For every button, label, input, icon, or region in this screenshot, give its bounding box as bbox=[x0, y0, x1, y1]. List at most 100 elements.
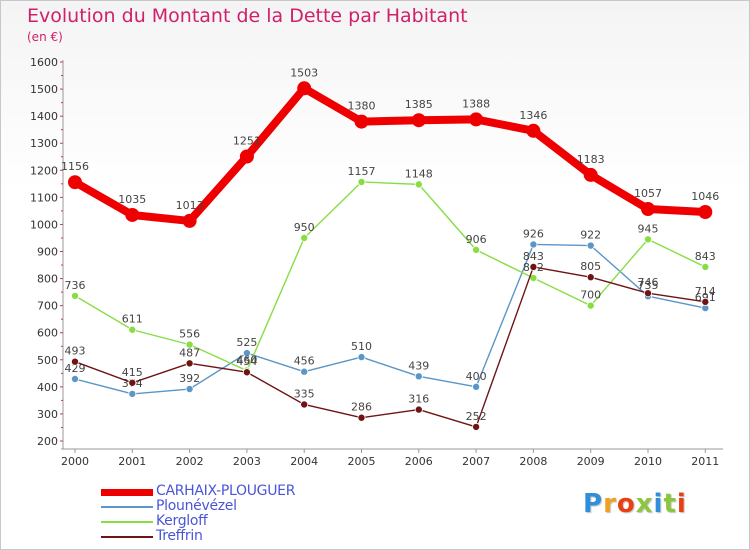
data-point bbox=[414, 180, 423, 189]
data-label: 1380 bbox=[348, 100, 376, 113]
x-tick-label: 2003 bbox=[233, 455, 261, 468]
data-label: 252 bbox=[466, 410, 487, 423]
x-tick-label: 2005 bbox=[348, 455, 376, 468]
data-label: 1013 bbox=[176, 199, 204, 212]
x-tick-label: 2001 bbox=[118, 455, 146, 468]
data-point bbox=[414, 372, 423, 381]
legend-swatch bbox=[101, 536, 153, 538]
y-tick-label: 900 bbox=[37, 246, 58, 259]
x-tick-label: 2008 bbox=[519, 455, 547, 468]
x-tick-label: 2011 bbox=[691, 455, 719, 468]
data-point bbox=[185, 385, 194, 394]
data-label: 400 bbox=[466, 370, 487, 383]
data-label: 493 bbox=[65, 345, 86, 358]
data-label: 1183 bbox=[577, 153, 605, 166]
data-label: 1157 bbox=[348, 165, 376, 178]
legend-label: Plounévézel bbox=[156, 498, 237, 514]
x-tick-label: 2002 bbox=[176, 455, 204, 468]
data-label: 1046 bbox=[691, 190, 719, 203]
legend-label: Treffrin bbox=[156, 528, 203, 544]
data-point bbox=[586, 241, 595, 250]
legend-label: CARHAIX-PLOUGUER bbox=[156, 483, 296, 499]
data-label: 611 bbox=[122, 313, 143, 326]
data-point bbox=[128, 378, 137, 387]
data-label: 439 bbox=[408, 359, 429, 372]
data-label: 926 bbox=[523, 227, 544, 240]
data-point bbox=[71, 357, 80, 366]
legend-swatch bbox=[101, 506, 153, 508]
data-point bbox=[71, 291, 80, 300]
data-label: 1251 bbox=[233, 134, 261, 147]
data-label: 510 bbox=[351, 340, 372, 353]
data-point bbox=[472, 422, 481, 431]
data-label: 714 bbox=[695, 285, 716, 298]
x-tick-label: 2006 bbox=[405, 455, 433, 468]
data-label: 454 bbox=[236, 355, 257, 368]
series-line-treffrin bbox=[74, 266, 706, 428]
data-label: 922 bbox=[580, 229, 601, 242]
data-label: 460 bbox=[236, 354, 257, 367]
data-point bbox=[526, 123, 541, 138]
data-point bbox=[68, 175, 82, 190]
data-label: 843 bbox=[523, 250, 544, 263]
data-point bbox=[300, 233, 309, 242]
y-tick-label: 800 bbox=[37, 273, 58, 286]
data-label: 805 bbox=[580, 260, 601, 273]
data-point bbox=[185, 359, 194, 368]
data-label: 746 bbox=[638, 276, 659, 289]
y-tick-label: 1500 bbox=[30, 83, 58, 96]
data-point bbox=[357, 177, 366, 186]
y-tick-label: 400 bbox=[37, 381, 58, 394]
data-label: 556 bbox=[179, 328, 200, 341]
y-tick-label: 1000 bbox=[30, 218, 58, 231]
data-point bbox=[472, 382, 481, 391]
y-tick-label: 200 bbox=[37, 435, 58, 448]
series-line-carhaix-plouguer bbox=[71, 84, 710, 225]
x-tick-label: 2004 bbox=[290, 455, 318, 468]
data-point bbox=[529, 240, 538, 249]
data-label: 1385 bbox=[405, 98, 433, 111]
data-label: 1035 bbox=[118, 193, 146, 206]
data-point bbox=[357, 413, 366, 422]
data-point bbox=[644, 289, 653, 298]
data-point bbox=[71, 375, 80, 384]
x-tick-label: 2000 bbox=[61, 455, 89, 468]
data-label: 415 bbox=[122, 366, 143, 379]
series-line-kergloff bbox=[74, 181, 706, 372]
legend-swatch bbox=[101, 488, 153, 496]
data-point bbox=[182, 213, 197, 228]
x-tick-label: 2010 bbox=[634, 455, 662, 468]
data-label: 843 bbox=[695, 250, 716, 263]
data-label: 950 bbox=[294, 221, 315, 234]
data-label: 1156 bbox=[61, 160, 89, 173]
data-label: 525 bbox=[236, 336, 257, 349]
data-point bbox=[128, 389, 137, 398]
data-label: 700 bbox=[580, 289, 601, 302]
y-tick-label: 1100 bbox=[30, 191, 58, 204]
data-point bbox=[128, 325, 137, 334]
y-tick-label: 1200 bbox=[30, 164, 58, 177]
data-label: 286 bbox=[351, 401, 372, 414]
data-point bbox=[641, 202, 655, 217]
legend-swatch bbox=[101, 521, 153, 523]
y-tick-label: 1300 bbox=[30, 137, 58, 150]
data-label: 735 bbox=[638, 279, 659, 292]
data-point bbox=[242, 349, 251, 358]
data-point bbox=[583, 167, 598, 182]
data-point bbox=[297, 81, 312, 96]
data-label: 335 bbox=[294, 387, 315, 400]
data-point bbox=[586, 273, 595, 282]
data-label: 945 bbox=[638, 222, 659, 235]
x-tick-label: 2007 bbox=[462, 455, 490, 468]
data-point bbox=[644, 235, 653, 244]
y-tick-label: 300 bbox=[37, 408, 58, 421]
data-label: 736 bbox=[65, 279, 86, 292]
y-tick-label: 1400 bbox=[30, 110, 58, 123]
data-label: 1057 bbox=[634, 187, 662, 200]
data-point bbox=[469, 112, 484, 127]
data-label: 1503 bbox=[290, 66, 318, 79]
data-point bbox=[354, 114, 369, 129]
data-point bbox=[586, 301, 595, 310]
